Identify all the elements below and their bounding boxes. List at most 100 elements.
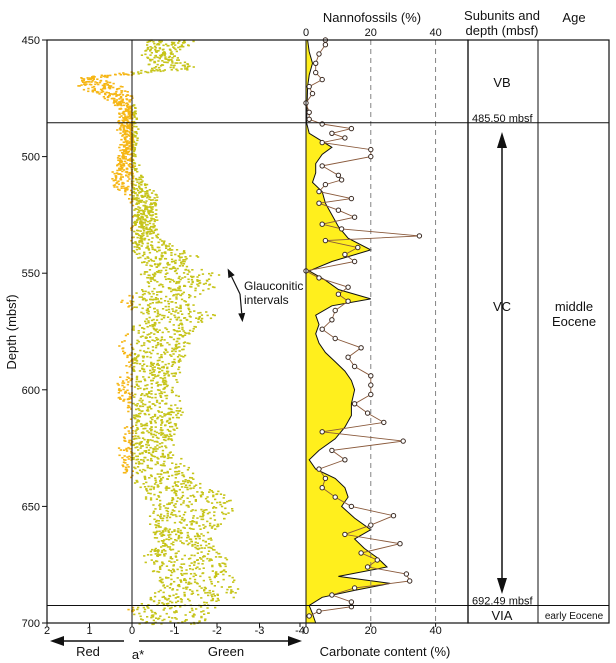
a-star-point — [185, 257, 188, 260]
a-star-point — [185, 569, 188, 571]
a-star-point — [199, 482, 202, 485]
a-star-point — [133, 148, 136, 151]
a-star-point — [148, 515, 152, 517]
a-star-point — [188, 308, 191, 311]
a-star-point — [182, 291, 185, 294]
a-star-point — [171, 347, 174, 350]
a-star-point — [158, 40, 161, 43]
a-star-point — [149, 59, 152, 62]
a-star-point — [146, 441, 149, 443]
a-star-point — [146, 605, 149, 608]
a-star-point — [147, 604, 150, 606]
a-star-point — [213, 314, 216, 317]
nannofossil-point — [316, 608, 322, 614]
a-star-point — [131, 137, 134, 139]
a-star-point — [141, 431, 144, 433]
a-star-point — [135, 342, 139, 345]
a-star-point — [113, 97, 116, 100]
a-star-point — [180, 563, 183, 565]
a-star-point — [136, 356, 139, 358]
a-star-point — [123, 352, 126, 355]
a-star-point — [122, 465, 125, 468]
a-star-point — [186, 486, 189, 489]
a-star-point — [156, 362, 159, 365]
a-star-point — [149, 214, 152, 216]
a-star-point — [165, 413, 169, 415]
a-star-point — [134, 155, 137, 158]
a-star-point — [164, 507, 167, 509]
a-star-point — [148, 351, 151, 353]
a-star-point — [157, 60, 160, 62]
a-star-point — [176, 356, 180, 358]
a-star-point — [218, 556, 221, 558]
a-star-point — [119, 107, 122, 110]
a-star-point — [223, 494, 226, 496]
a-star-point — [176, 57, 179, 59]
a-star-point — [171, 53, 174, 55]
a-star-point — [126, 398, 129, 401]
a-star-point — [147, 444, 150, 446]
a-star-point — [108, 85, 111, 87]
a-star-point — [179, 253, 182, 255]
a-star-point — [205, 601, 208, 604]
a-star-point — [131, 394, 134, 397]
a-star-point — [182, 526, 185, 529]
a-star-point — [144, 478, 147, 480]
a-star-point — [117, 447, 121, 449]
a-star-point — [87, 90, 90, 93]
a-star-point — [179, 304, 182, 307]
a-star-point — [135, 384, 139, 386]
a-star-point — [177, 287, 180, 289]
a-star-point — [132, 187, 136, 189]
a-star-point — [182, 259, 185, 261]
a-star-point — [141, 221, 145, 224]
a-star-point — [128, 447, 131, 450]
a-star-point — [149, 417, 153, 419]
a-star-point — [122, 163, 126, 166]
a-star-point — [154, 479, 157, 481]
nannofossil-point — [351, 585, 358, 591]
a-star-point — [211, 491, 215, 494]
a-star-point — [129, 393, 132, 396]
a-star-point — [201, 515, 204, 518]
a-star-point — [175, 318, 178, 321]
nannofossil-axis-title: Nannofossils (%) — [323, 10, 421, 25]
a-star-point — [183, 252, 186, 254]
a-star-point — [167, 245, 170, 247]
a-star-point — [155, 339, 159, 341]
a-star-point — [228, 586, 231, 588]
a-star-point — [151, 211, 154, 214]
a-star-point — [135, 197, 138, 199]
a-star-point — [189, 311, 192, 313]
a-star-point — [149, 54, 152, 56]
a-star-point — [170, 561, 173, 563]
a-star-point — [155, 382, 158, 384]
glauconitic-arrow-head — [227, 268, 235, 279]
a-star-point — [102, 86, 106, 89]
a-star-point — [158, 249, 161, 252]
a-star-point — [178, 354, 181, 356]
a-star-point — [174, 470, 177, 473]
a-star-point — [131, 138, 134, 141]
a-star-point — [212, 495, 215, 498]
a-star-point — [171, 617, 174, 619]
a-star-point — [143, 293, 146, 295]
a-star-point — [151, 199, 154, 201]
a-star-point — [200, 314, 204, 316]
a-star-point — [122, 72, 125, 74]
a-star-point — [180, 256, 183, 259]
a-star-point — [124, 468, 127, 471]
a-star-point — [189, 476, 192, 479]
nannofossil-point — [319, 163, 325, 169]
a-star-point — [118, 345, 121, 347]
a-star-point — [132, 177, 135, 180]
a-star-point — [132, 150, 136, 152]
a-star-point — [149, 50, 152, 52]
a-star-point — [144, 450, 148, 452]
a-star-point — [149, 428, 152, 430]
a-star-point — [142, 195, 145, 198]
a-star-point — [111, 171, 114, 173]
a-star-point — [197, 321, 200, 323]
a-star-point — [129, 107, 132, 110]
a-star-point — [161, 464, 164, 467]
